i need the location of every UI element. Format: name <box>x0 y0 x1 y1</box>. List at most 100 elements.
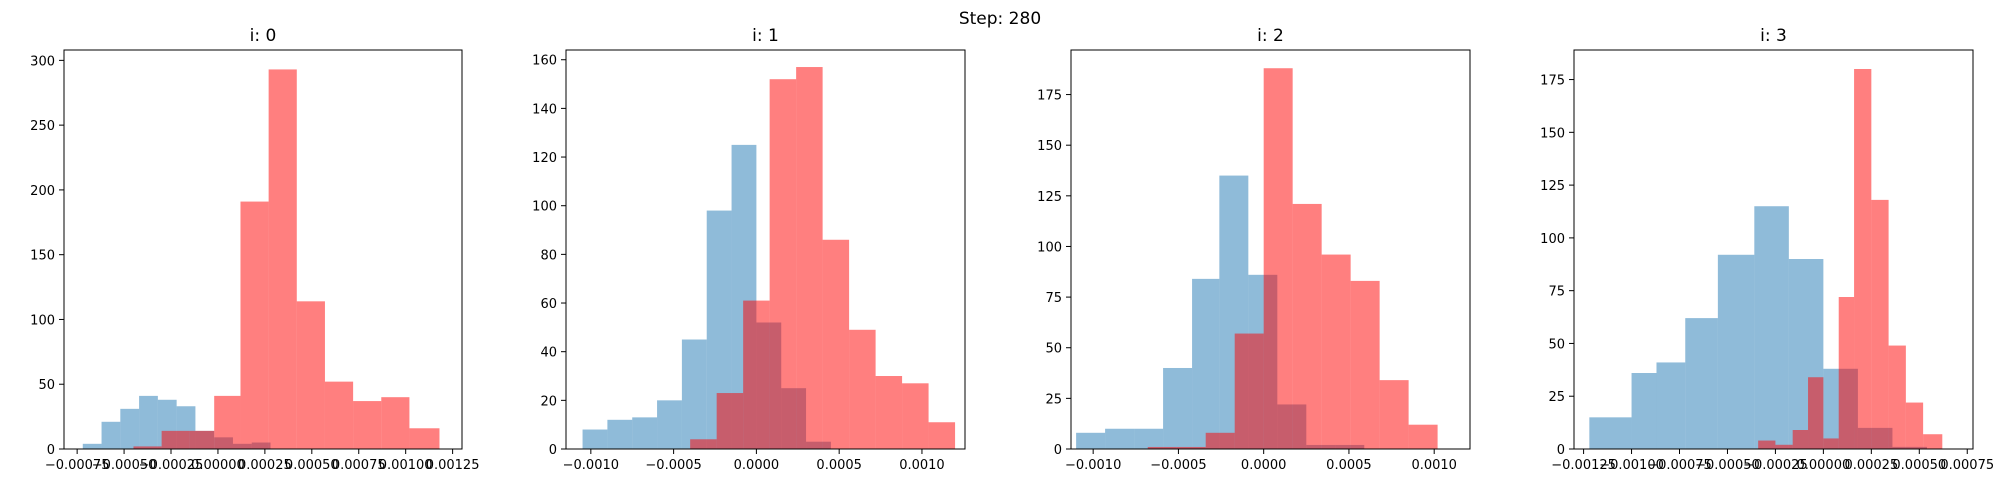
x-tick-label: −0.00125 <box>1551 458 1616 473</box>
x-tick-label: 0.00075 <box>1940 458 1994 473</box>
x-tick-label: 0.00025 <box>1844 458 1898 473</box>
x-tick-label: 0.00025 <box>238 458 292 473</box>
x-tick-label: −0.00050 <box>92 458 157 473</box>
histogram-bar <box>1134 428 1164 449</box>
histogram-bar <box>607 419 633 449</box>
y-tick-label: 75 <box>1548 285 1565 300</box>
y-tick-label: 100 <box>30 313 55 328</box>
y-tick-label: 150 <box>1540 126 1565 141</box>
histogram-panel: i: 2 −0.0010 −0.0005 0.0000 0.0005 0.0010 0 25 5… <box>1037 26 1471 473</box>
histogram-bar <box>1905 402 1924 449</box>
histogram-panel: i: 3 −0.00125−0.00100−0.00075−0.00050−0.0… <box>1540 26 1994 473</box>
histogram-bar <box>1754 206 1789 449</box>
y-tick-label: 300 <box>30 54 55 69</box>
histogram-bar <box>657 400 682 449</box>
y-tick-label: 20 <box>540 394 557 409</box>
x-tick-label: −0.00100 <box>1599 458 1664 473</box>
histogram-bar <box>1871 199 1889 449</box>
x-tick-label: 0.0000 <box>734 458 780 473</box>
histogram-bar <box>1163 367 1193 449</box>
panel-title: i: 3 <box>1760 26 1787 46</box>
histogram-bar <box>1350 280 1380 449</box>
y-tick-label: 0 <box>1557 443 1565 458</box>
y-tick-label: 60 <box>540 297 557 312</box>
histogram-bar <box>133 446 162 449</box>
y-tick-label: 100 <box>532 200 557 215</box>
histogram-bar <box>1192 278 1220 449</box>
histogram-bar <box>353 401 382 449</box>
bars <box>1589 69 1943 449</box>
histogram-bar <box>161 430 190 449</box>
y-tick-label: 140 <box>532 102 557 117</box>
y-tick-label: 100 <box>1540 232 1565 247</box>
histogram-bar <box>716 393 744 449</box>
panel-title: i: 2 <box>1257 26 1284 46</box>
histogram-bar <box>1656 362 1686 449</box>
x-tick-label: 0.0010 <box>1411 458 1457 473</box>
x-tick-label: −0.0010 <box>1065 458 1121 473</box>
x-tick-label: 0.0005 <box>1326 458 1372 473</box>
x-tick-label: −0.00050 <box>1695 458 1760 473</box>
x-tick-label: −0.00075 <box>45 458 110 473</box>
x-tick-label: −0.0010 <box>563 458 619 473</box>
y-tick-label: 50 <box>1548 337 1565 352</box>
y-tick-label: 125 <box>1037 190 1062 205</box>
x-tick-label: 0.00000 <box>1796 458 1850 473</box>
y-tick-label: 175 <box>1540 74 1565 89</box>
x-tick-label: −0.00025 <box>139 458 204 473</box>
histogram-bar <box>1854 69 1872 449</box>
y-tick-label: 175 <box>1037 89 1062 104</box>
histogram-bar <box>849 329 876 449</box>
histogram-bar <box>101 421 121 449</box>
histogram-bar <box>1685 318 1718 449</box>
histogram-bar <box>139 395 158 449</box>
histogram-panel: i: 1 −0.0010 −0.0005 0.0000 0.0005 0.0010 0 20 4… <box>532 26 966 473</box>
bars <box>1076 68 1438 449</box>
histogram-bar <box>1823 438 1839 449</box>
histogram-bar <box>1631 373 1657 449</box>
x-tick-label: 0.0005 <box>816 458 862 473</box>
x-tick-label: −0.00025 <box>1743 458 1808 473</box>
histogram-bar <box>1888 345 1906 449</box>
axes-frame <box>63 49 463 450</box>
x-tick-label: 0.0010 <box>899 458 945 473</box>
histogram-bar <box>296 301 325 449</box>
y-tick-label: 160 <box>532 54 557 69</box>
histogram-bar <box>1321 254 1351 449</box>
y-tick-label: 75 <box>1045 291 1062 306</box>
histogram-bar <box>1717 254 1755 449</box>
x-tick-label: 0.00050 <box>1892 458 1946 473</box>
y-tick-label: 25 <box>1045 392 1062 407</box>
x-tick-label: 0.00100 <box>379 458 433 473</box>
histogram-bar <box>1792 430 1809 449</box>
x-tick-label: 0.0000 <box>1241 458 1287 473</box>
y-tick-label: 100 <box>1037 240 1062 255</box>
bars <box>582 67 956 449</box>
histogram-bar <box>82 443 102 449</box>
histogram-bar <box>381 397 410 449</box>
panel-title: i: 0 <box>250 26 277 46</box>
histogram-bar <box>1205 432 1235 449</box>
histogram-bar <box>690 439 717 449</box>
histogram-bar <box>1076 432 1106 449</box>
y-tick-label: 50 <box>1045 342 1062 357</box>
y-tick-label: 0 <box>47 443 55 458</box>
histogram-bar <box>902 383 929 449</box>
y-tick-label: 125 <box>1540 179 1565 194</box>
x-tick-label: 0.00125 <box>426 458 480 473</box>
histogram-bar <box>409 428 440 449</box>
y-tick-label: 80 <box>540 248 557 263</box>
histogram-bar <box>189 430 215 449</box>
histogram-bar <box>1589 417 1632 449</box>
histogram-bar <box>1234 333 1264 449</box>
histogram-bar <box>875 376 903 449</box>
x-tick-label: −0.0005 <box>645 458 701 473</box>
histogram-bar <box>214 395 241 449</box>
histogram-bar <box>743 300 770 449</box>
histogram-bar <box>1408 424 1438 449</box>
figure-suptitle: Step: 280 <box>959 9 1041 29</box>
x-tick-label: −0.00075 <box>1647 458 1712 473</box>
histogram-bar <box>681 339 707 449</box>
y-tick-label: 25 <box>1548 390 1565 405</box>
x-tick-label: −0.0005 <box>1150 458 1206 473</box>
